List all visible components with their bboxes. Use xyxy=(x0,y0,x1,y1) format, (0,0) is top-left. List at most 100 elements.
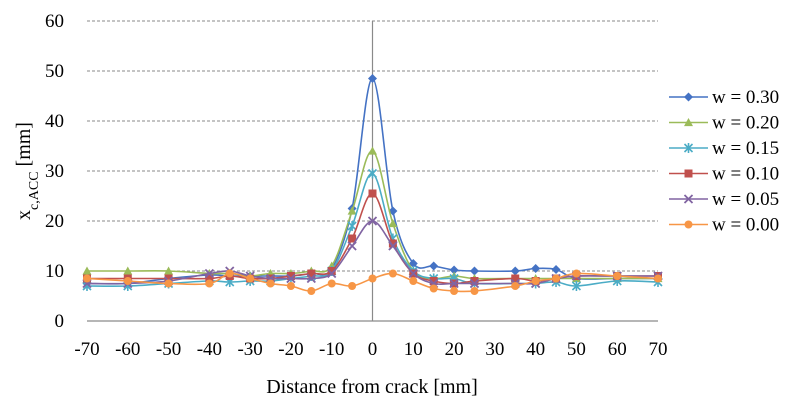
data-point xyxy=(286,282,295,290)
data-point xyxy=(367,168,378,179)
y-tick-label: 30 xyxy=(45,161,64,182)
x-tick-label: -10 xyxy=(319,339,344,360)
x-tick-label: -50 xyxy=(156,339,181,360)
y-tick-label: 50 xyxy=(45,61,64,82)
data-point xyxy=(246,274,255,283)
data-point xyxy=(347,206,357,215)
legend-marker xyxy=(683,143,694,153)
data-point xyxy=(388,239,397,248)
data-point xyxy=(368,74,377,83)
data-point xyxy=(531,277,540,285)
data-point xyxy=(205,279,214,288)
tick-labels: 0 10 20 30 40 50 60 -70 -60 -50 -40 -30 -20 -10 0 10 20 3… xyxy=(45,11,668,360)
y-tick-label: 10 xyxy=(45,261,64,282)
legend-marker xyxy=(684,92,693,102)
legend-item: w = 0.20 xyxy=(669,113,779,134)
x-tick-label: 10 xyxy=(404,339,423,360)
legend-item: w = 0.00 xyxy=(669,215,779,236)
data-point xyxy=(469,266,479,276)
x-axis-title: Distance from crack [mm] xyxy=(266,376,478,398)
data-point xyxy=(429,261,439,271)
legend-label: w = 0.10 xyxy=(712,164,779,185)
legend-label: w = 0.05 xyxy=(712,189,779,210)
data-point xyxy=(552,274,561,283)
data-point xyxy=(511,274,520,283)
legend-label: w = 0.15 xyxy=(712,138,779,159)
data-point xyxy=(470,277,479,285)
data-point xyxy=(347,241,357,251)
y-tick-label: 0 xyxy=(55,311,65,332)
legend: w = 0.30 w = 0.20 w = 0.15 w = 0.10 w = 0.05… xyxy=(669,87,779,236)
data-point xyxy=(449,265,459,275)
data-point xyxy=(510,266,520,276)
legend-item: w = 0.15 xyxy=(669,138,779,159)
data-point xyxy=(571,281,581,291)
x-tick-label: 30 xyxy=(485,339,504,360)
data-point xyxy=(327,267,336,275)
data-point xyxy=(286,272,295,280)
x-tick-label: -40 xyxy=(197,339,222,360)
data-point xyxy=(164,274,173,283)
data-point xyxy=(347,221,357,231)
x-tick-label: 20 xyxy=(445,339,464,360)
data-point xyxy=(348,282,357,290)
data-point xyxy=(164,266,174,275)
data-point xyxy=(123,277,132,285)
data-point xyxy=(429,277,438,285)
data-point xyxy=(225,269,234,278)
data-point xyxy=(469,278,480,289)
legend-label: w = 0.20 xyxy=(712,113,779,134)
data-point xyxy=(164,279,173,288)
data-point xyxy=(307,269,316,278)
x-tick-label: 40 xyxy=(526,339,545,360)
data-point xyxy=(368,189,377,198)
data-point xyxy=(388,241,398,251)
data-point xyxy=(654,274,662,283)
data-point xyxy=(429,284,438,293)
legend-marker xyxy=(684,118,693,127)
data-point xyxy=(408,268,418,279)
legend-marker xyxy=(683,194,694,204)
y-axis-title-unit: [mm] xyxy=(13,122,35,171)
data-point xyxy=(82,266,92,275)
legend-marker xyxy=(684,220,693,229)
legend-item: w = 0.05 xyxy=(669,189,779,210)
series-lines xyxy=(82,74,663,295)
x-tick-label: 0 xyxy=(368,339,378,360)
legend-label: w = 0.00 xyxy=(712,215,779,236)
data-point xyxy=(327,279,336,288)
y-tick-label: 40 xyxy=(45,111,64,132)
y-axis-title-subscript: c,ACC xyxy=(27,171,42,210)
data-point xyxy=(266,279,275,288)
y-tick-label: 20 xyxy=(45,211,64,232)
data-point xyxy=(327,268,337,279)
data-point xyxy=(531,264,541,273)
x-tick-label: 60 xyxy=(608,339,627,360)
data-point xyxy=(306,273,316,284)
series-5 xyxy=(83,269,662,295)
data-point xyxy=(388,219,398,228)
legend-item: w = 0.10 xyxy=(669,164,779,185)
y-tick-label: 60 xyxy=(45,11,64,32)
data-point xyxy=(409,277,418,285)
data-point xyxy=(511,282,520,290)
x-tick-label: -70 xyxy=(74,339,99,360)
x-tick-label: 70 xyxy=(649,339,668,360)
y-axis-title: xc,ACC [mm] xyxy=(13,122,42,220)
y-axis-title-main: x xyxy=(13,210,35,220)
data-point xyxy=(205,274,214,283)
x-tick-label: 50 xyxy=(567,339,586,360)
data-point xyxy=(286,273,296,284)
data-point xyxy=(551,265,561,274)
x-tick-label: -30 xyxy=(237,339,262,360)
data-point xyxy=(613,272,622,280)
data-point xyxy=(204,268,214,279)
data-point xyxy=(83,274,91,283)
data-point xyxy=(449,278,459,289)
data-point xyxy=(367,216,378,226)
legend-label: w = 0.30 xyxy=(712,87,779,108)
legend-marker xyxy=(684,169,693,178)
legend-item: w = 0.30 xyxy=(669,87,779,108)
